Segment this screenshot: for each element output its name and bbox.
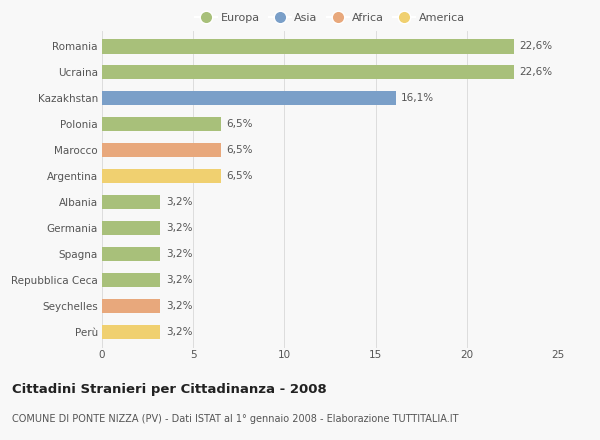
- Text: 16,1%: 16,1%: [401, 93, 434, 103]
- Legend: Europa, Asia, Africa, America: Europa, Asia, Africa, America: [193, 11, 467, 26]
- Text: Cittadini Stranieri per Cittadinanza - 2008: Cittadini Stranieri per Cittadinanza - 2…: [12, 383, 327, 396]
- Bar: [102, 325, 160, 339]
- Bar: [102, 299, 160, 313]
- Text: 6,5%: 6,5%: [226, 119, 253, 129]
- Text: 3,2%: 3,2%: [166, 197, 193, 207]
- Text: 3,2%: 3,2%: [166, 249, 193, 259]
- Bar: [102, 247, 160, 261]
- Bar: [102, 65, 514, 80]
- Text: 3,2%: 3,2%: [166, 275, 193, 285]
- Bar: [102, 221, 160, 235]
- Text: 3,2%: 3,2%: [166, 327, 193, 337]
- Text: 22,6%: 22,6%: [520, 67, 553, 77]
- Bar: [102, 117, 221, 132]
- Bar: [102, 91, 395, 106]
- Bar: [102, 169, 221, 183]
- Text: 3,2%: 3,2%: [166, 223, 193, 233]
- Text: 6,5%: 6,5%: [226, 171, 253, 181]
- Bar: [102, 195, 160, 209]
- Bar: [102, 273, 160, 287]
- Text: 6,5%: 6,5%: [226, 145, 253, 155]
- Bar: [102, 143, 221, 158]
- Text: COMUNE DI PONTE NIZZA (PV) - Dati ISTAT al 1° gennaio 2008 - Elaborazione TUTTIT: COMUNE DI PONTE NIZZA (PV) - Dati ISTAT …: [12, 414, 458, 424]
- Text: 22,6%: 22,6%: [520, 41, 553, 51]
- Text: 3,2%: 3,2%: [166, 301, 193, 311]
- Bar: [102, 39, 514, 54]
